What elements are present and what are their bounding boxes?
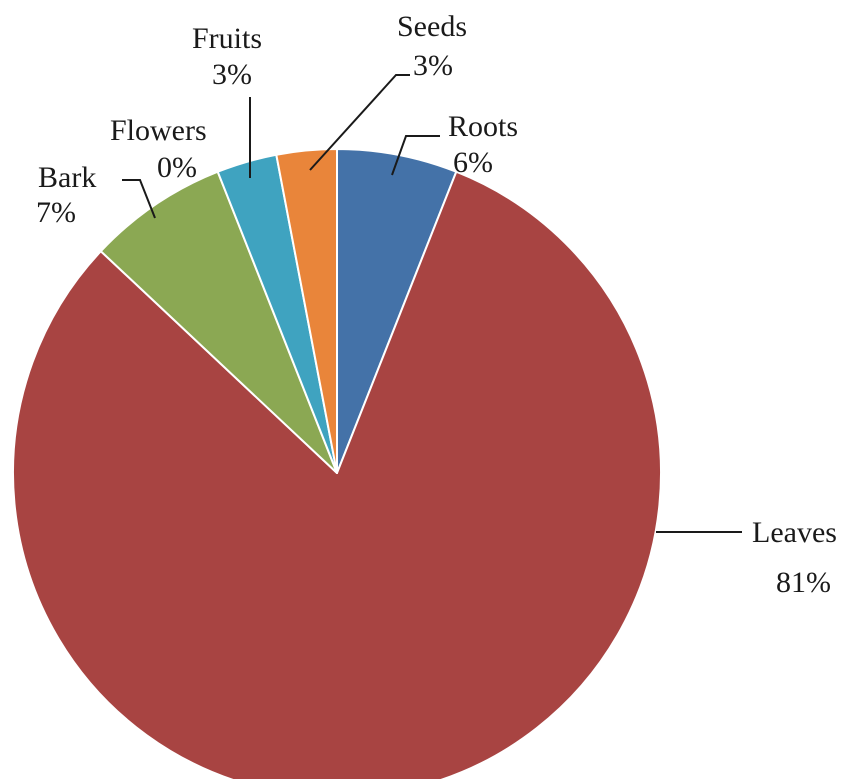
- leader-line-bark: [122, 179, 156, 219]
- slice-label-seeds: Seeds: [397, 10, 467, 43]
- slice-value-roots: 6%: [453, 146, 493, 179]
- pie-slice-bark: [99, 170, 338, 474]
- slice-value-flowers: 0%: [157, 151, 197, 184]
- pie-slice-leaves: [12, 170, 662, 779]
- leader-lines-layer: [122, 74, 742, 533]
- slice-label-fruits: Fruits: [192, 22, 262, 55]
- slice-value-leaves: 81%: [776, 566, 831, 599]
- slice-value-bark: 7%: [36, 196, 76, 229]
- slice-value-seeds: 3%: [413, 49, 453, 82]
- slice-label-flowers: Flowers: [110, 114, 207, 147]
- pie-slice-roots: [336, 148, 458, 474]
- pie-slice-seeds: [275, 148, 338, 474]
- leader-line-roots: [391, 135, 440, 176]
- slice-label-leaves: Leaves: [752, 516, 837, 549]
- slice-value-fruits: 3%: [212, 58, 252, 91]
- slice-label-bark: Bark: [38, 161, 96, 194]
- labels-layer: Roots6%Leaves81%Bark7%Flowers0%Fruits3%S…: [36, 10, 837, 599]
- slices-layer: [12, 148, 662, 779]
- slice-label-roots: Roots: [448, 110, 518, 143]
- leader-line-seeds: [309, 74, 410, 171]
